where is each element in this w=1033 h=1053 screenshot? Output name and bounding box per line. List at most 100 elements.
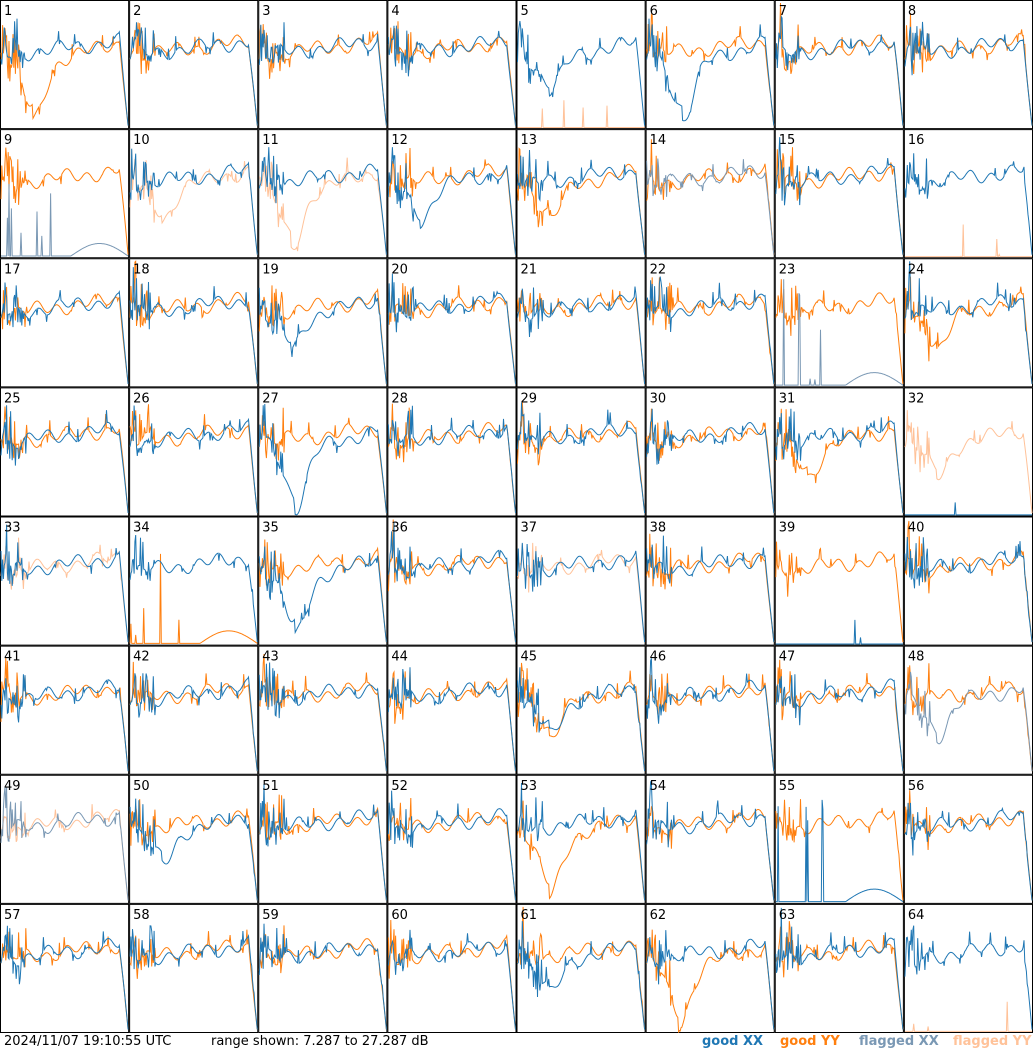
panel-frame: [387, 516, 517, 646]
panel-9: 9: [0, 129, 130, 259]
panel-frame: [129, 774, 259, 904]
panel-frame: [129, 129, 259, 259]
panel-label: 35: [262, 521, 279, 536]
panel-label: 3: [262, 4, 270, 19]
series-xx-14: [646, 158, 775, 255]
panel-53: 53: [516, 774, 646, 904]
panel-frame: [774, 774, 904, 904]
panel-frame: [129, 258, 259, 388]
panel-45: 45: [516, 645, 646, 775]
panel-48: 48: [903, 645, 1033, 775]
panel-label: 7: [779, 4, 787, 19]
panel-label: 8: [908, 4, 916, 19]
panel-frame: [387, 129, 517, 259]
panel-frame: [774, 258, 904, 388]
panel-54: 54: [645, 774, 775, 904]
panel-label: 15: [779, 133, 796, 148]
panel-35: 35: [258, 516, 388, 646]
series-yy-39: [775, 541, 904, 643]
panel-frame: [0, 516, 130, 646]
panel-50: 50: [129, 774, 259, 904]
panel-label: 23: [779, 262, 796, 277]
panel-frame: [258, 903, 388, 1033]
panel-label: 60: [391, 908, 408, 923]
panel-label: 55: [779, 779, 796, 794]
series-xx-22: [646, 276, 775, 384]
panel-label: 44: [391, 650, 408, 665]
series-xx-47: [775, 674, 904, 772]
series-xx-62: [646, 930, 775, 1030]
series-yy-36: [387, 519, 516, 643]
series-xx-53: [517, 782, 646, 901]
panel-frame: [774, 516, 904, 646]
series-yy-38: [646, 533, 775, 643]
series-xx-45: [517, 667, 646, 772]
panel-frame: [645, 645, 775, 775]
panel-41: 41: [0, 645, 130, 775]
legend-flagged-yy-pol: YY: [1012, 1034, 1032, 1049]
panel-frame: [645, 0, 775, 130]
series-xx-37: [517, 542, 646, 643]
series-xx-15: [775, 137, 904, 255]
panel-51: 51: [258, 774, 388, 904]
panel-28: 28: [387, 387, 517, 517]
panel-frame: [645, 903, 775, 1033]
series-xx-16: [904, 153, 1033, 255]
panel-42: 42: [129, 645, 259, 775]
panel-label: 53: [521, 779, 538, 794]
panel-27: 27: [258, 387, 388, 517]
panel-47: 47: [774, 645, 904, 775]
series-yy-42: [129, 661, 258, 772]
series-xx-7: [775, 14, 904, 126]
series-xx-57: [0, 925, 129, 1030]
panel-label: 51: [262, 779, 279, 794]
series-xx-56: [904, 802, 1033, 901]
series-xx-32: [904, 502, 1032, 516]
series-xx-50: [129, 798, 258, 901]
panel-frame: [645, 387, 775, 517]
panel-frame: [387, 645, 517, 775]
panel-frame: [387, 774, 517, 904]
series-xx-40: [904, 536, 1033, 643]
panel-label: 49: [4, 779, 21, 794]
series-yy-15: [775, 147, 904, 255]
panel-22: 22: [645, 258, 775, 388]
series-yy-28: [387, 403, 516, 514]
panel-44: 44: [387, 645, 517, 775]
panel-37: 37: [516, 516, 646, 646]
series-xx-3: [258, 22, 387, 126]
series-yy-30: [646, 408, 775, 514]
series-yy-60: [387, 919, 516, 1030]
series-yy-22: [646, 277, 775, 384]
panel-label: 54: [650, 779, 667, 794]
series-yy-11: [258, 157, 387, 255]
series-xx-13: [517, 149, 646, 255]
panel-label: 56: [908, 779, 925, 794]
series-xx-63: [775, 907, 904, 1030]
series-xx-41: [0, 674, 129, 772]
panel-40: 40: [903, 516, 1033, 646]
panel-label: 2: [133, 4, 141, 19]
panel-38: 38: [645, 516, 775, 646]
panel-frame: [387, 0, 517, 130]
series-xx-20: [387, 273, 516, 384]
series-yy-12: [387, 147, 516, 255]
panel-label: 32: [908, 391, 925, 406]
panel-label: 30: [650, 391, 667, 406]
panel-frame: [258, 774, 388, 904]
footer: 2024/11/07 19:10:55 UTC range shown: 7.2…: [0, 1033, 1033, 1053]
series-xx-59: [258, 923, 387, 1030]
series-xx-49: [0, 786, 129, 901]
panel-frame: [516, 387, 646, 517]
panel-frame: [645, 129, 775, 259]
series-yy-64: [904, 1001, 1032, 1032]
panel-5: 5: [516, 0, 646, 130]
panel-label: 41: [4, 650, 21, 665]
panel-8: 8: [903, 0, 1033, 130]
panel-label: 52: [391, 779, 408, 794]
panel-label: 21: [521, 262, 538, 277]
panel-frame: [903, 903, 1033, 1033]
panel-label: 50: [133, 779, 150, 794]
panel-frame: [774, 903, 904, 1033]
panel-label: 27: [262, 391, 279, 406]
